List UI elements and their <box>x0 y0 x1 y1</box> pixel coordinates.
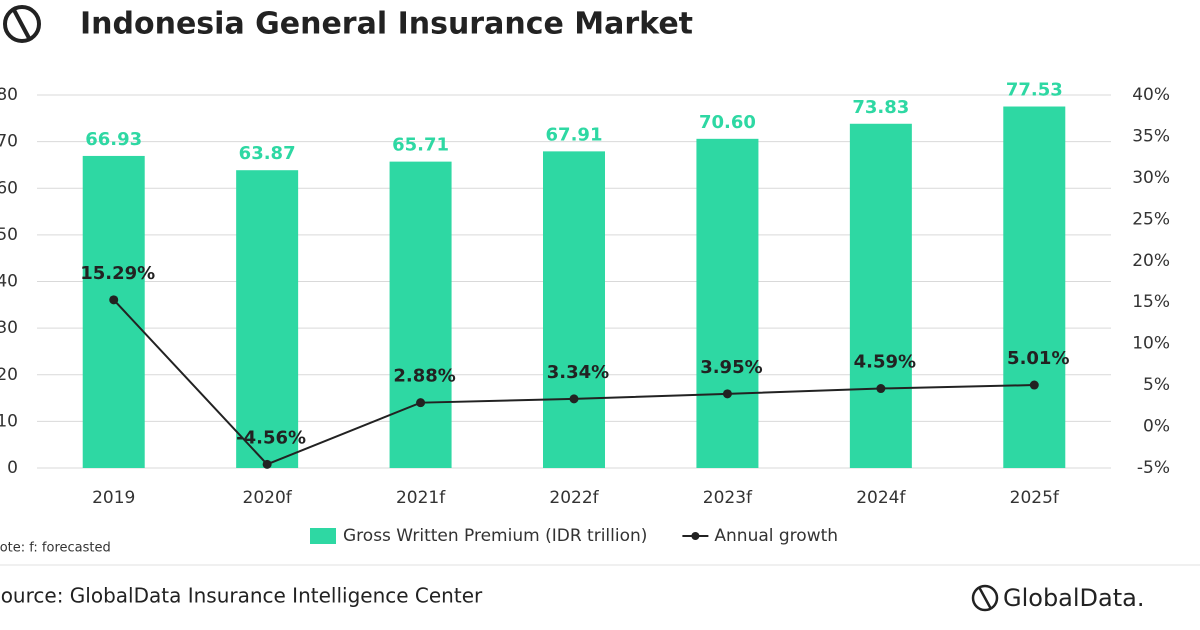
y-tick-label: 80 <box>0 85 18 105</box>
bar-value-label: 66.93 <box>85 129 142 150</box>
y-tick-label: 20 <box>0 365 18 385</box>
growth-point <box>109 295 119 305</box>
bar <box>236 170 299 469</box>
x-tick-label: 2020f <box>243 488 293 508</box>
note: Note: f: forecasted <box>0 541 111 556</box>
x-tick-label: 2022f <box>549 488 599 508</box>
bar-value-label: 63.87 <box>239 143 296 164</box>
bar <box>82 155 145 468</box>
growth-value-label: 2.88% <box>393 366 455 387</box>
y-tick-label: 10 <box>0 411 18 431</box>
y-tick-label: 30 <box>0 318 18 338</box>
bar <box>696 138 759 468</box>
y2-tick-label: 40% <box>1132 85 1170 105</box>
x-tick-label: 2021f <box>396 488 446 508</box>
bar-value-label: 65.71 <box>392 135 449 156</box>
legend-swatch <box>310 528 336 544</box>
growth-value-label: 5.01% <box>1007 348 1069 369</box>
y2-tick-label: -5% <box>1137 458 1170 478</box>
y2-tick-label: 30% <box>1132 168 1170 188</box>
bar <box>389 161 452 468</box>
y-tick-label: 70 <box>0 132 18 152</box>
bar <box>543 151 605 468</box>
growth-point <box>1029 380 1039 390</box>
y2-tick-label: 20% <box>1132 251 1170 271</box>
growth-value-label: -4.56% <box>236 427 306 448</box>
growth-point <box>722 389 732 399</box>
source: Source: GlobalData Insurance Intelligenc… <box>0 584 483 608</box>
bar <box>1003 106 1066 469</box>
growth-point <box>262 459 272 469</box>
legend-marker <box>691 532 700 540</box>
y2-tick-label: 15% <box>1132 292 1170 312</box>
growth-value-label: 3.34% <box>547 362 609 383</box>
growth-point <box>569 394 579 404</box>
y-tick-label: 0 <box>7 458 18 478</box>
bar-value-label: 67.91 <box>546 124 603 145</box>
bottom-logo-icon <box>971 584 999 612</box>
x-tick-label: 2024f <box>856 488 906 508</box>
legend-label: Gross Written Premium (IDR trillion) <box>343 526 647 546</box>
logo: GlobalData. <box>1003 584 1145 612</box>
bar-value-label: 70.60 <box>699 112 756 133</box>
legend-label: Annual growth <box>714 526 838 546</box>
growth-value-label: 3.95% <box>700 357 762 378</box>
x-tick-label: 2025f <box>1010 488 1060 508</box>
y2-tick-label: 25% <box>1132 209 1170 229</box>
y2-tick-label: 5% <box>1143 375 1170 395</box>
bar-value-label: 77.53 <box>1006 80 1063 101</box>
chart-title: Indonesia General Insurance Market <box>80 7 693 42</box>
growth-value-label: 4.59% <box>854 352 916 373</box>
y2-tick-label: 35% <box>1132 126 1170 146</box>
bar-value-label: 73.83 <box>852 97 909 118</box>
y2-tick-label: 0% <box>1143 417 1170 437</box>
growth-point <box>416 398 426 408</box>
y-tick-label: 40 <box>0 272 18 292</box>
x-tick-label: 2019 <box>92 488 135 508</box>
y-tick-label: 60 <box>0 178 18 198</box>
top-logo-icon <box>3 5 41 43</box>
y2-tick-label: 10% <box>1132 334 1170 354</box>
bar <box>849 123 912 468</box>
y-tick-label: 50 <box>0 225 18 245</box>
growth-point <box>876 384 886 394</box>
x-tick-label: 2023f <box>703 488 753 508</box>
growth-value-label: 15.29% <box>80 263 155 284</box>
